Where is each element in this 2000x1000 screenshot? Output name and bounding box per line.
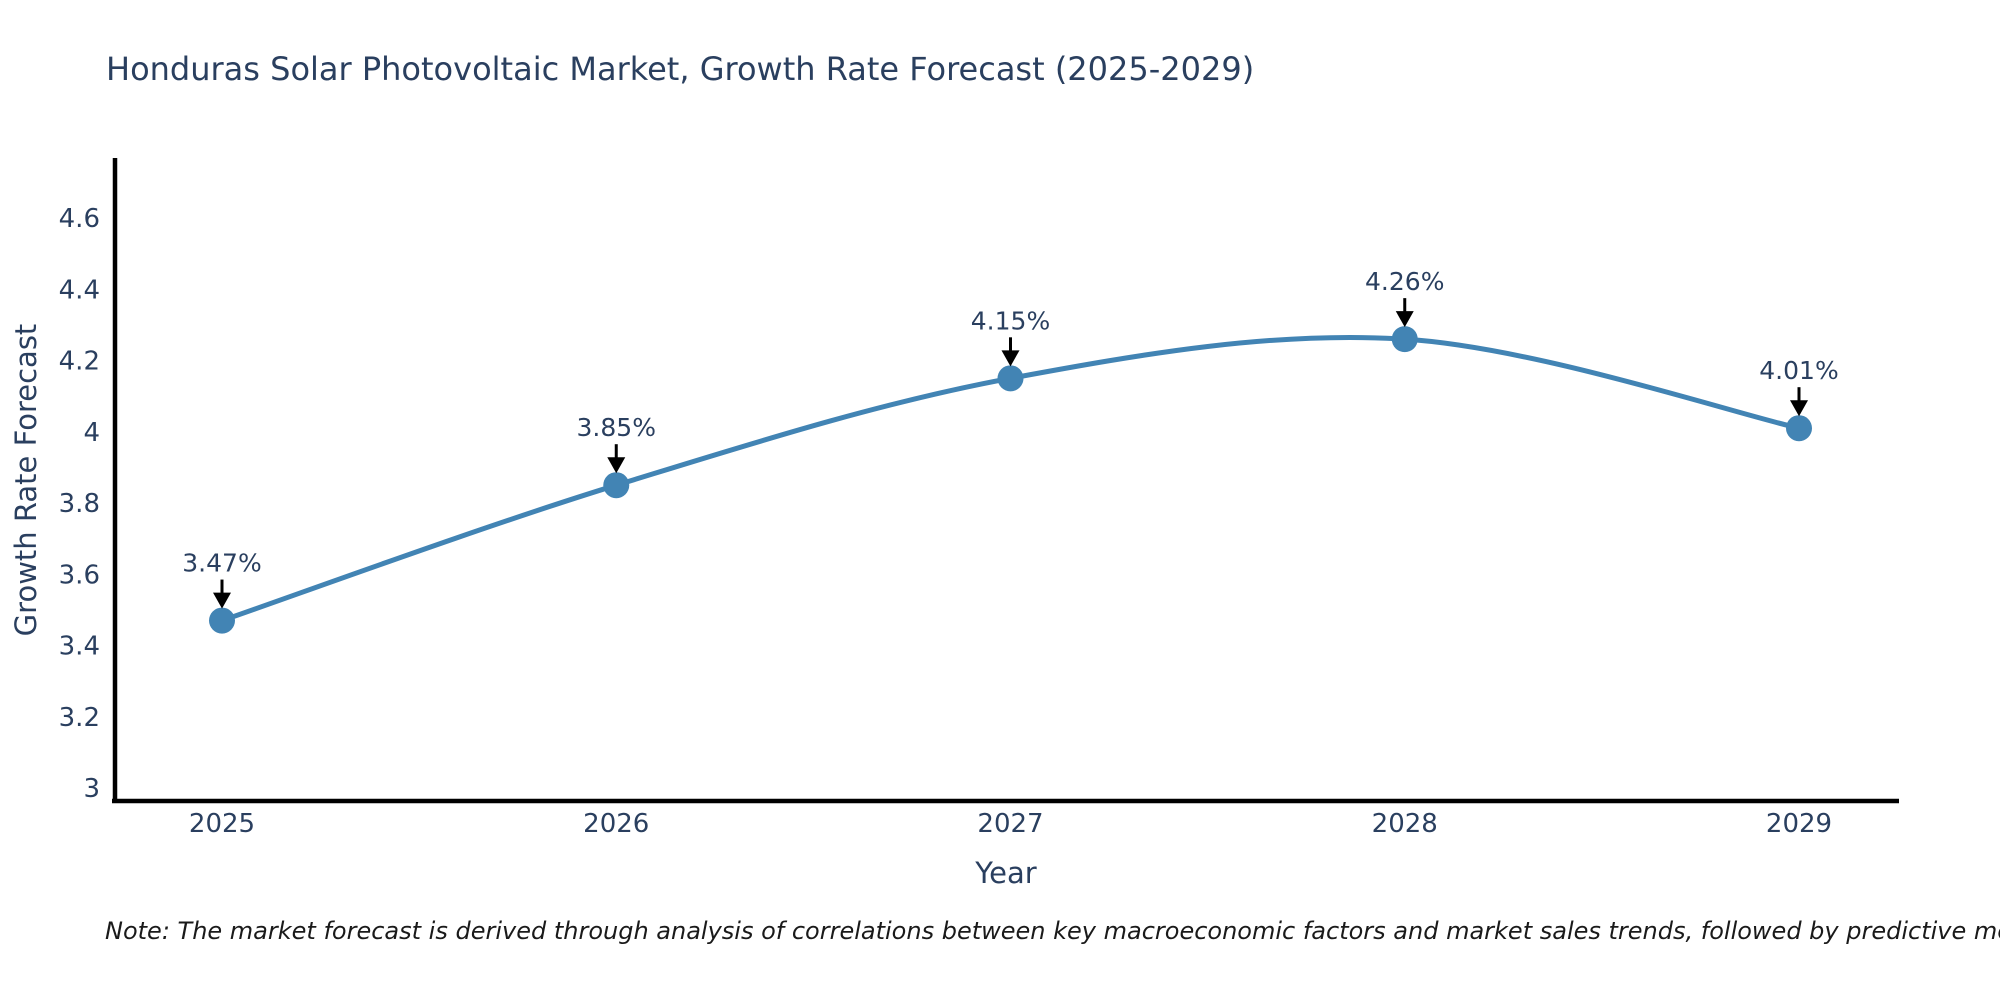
x-tick-label: 2028 <box>1372 809 1438 839</box>
x-tick-label: 2026 <box>583 809 649 839</box>
y-tick-label: 4 <box>83 418 100 448</box>
x-axis-title: Year <box>974 856 1036 890</box>
annotation-arrowhead-icon <box>1790 400 1808 417</box>
data-point-marker[interactable] <box>603 472 630 499</box>
y-tick-label: 4.6 <box>59 204 100 234</box>
y-tick-label: 3.8 <box>59 489 100 519</box>
annotation-arrowhead-icon <box>607 457 626 474</box>
data-point-marker[interactable] <box>1391 326 1418 353</box>
annotation-arrowhead-icon <box>213 592 231 609</box>
y-tick-label: 4.4 <box>59 275 100 305</box>
y-tick-label: 3.6 <box>59 560 100 590</box>
x-tick-label: 2029 <box>1766 809 1832 839</box>
footnote: Note: The market forecast is derived thr… <box>105 917 2000 945</box>
y-axis-title: Growth Rate Forecast <box>9 324 43 637</box>
chart-title: Honduras Solar Photovoltaic Market, Grow… <box>106 50 1255 88</box>
x-tick-label: 2025 <box>189 809 255 839</box>
data-point-marker[interactable] <box>209 607 235 634</box>
y-tick-label: 3 <box>83 774 100 804</box>
data-point-label: 3.47% <box>182 549 261 578</box>
data-point-label: 4.01% <box>1759 356 1838 385</box>
y-tick-label: 3.2 <box>59 703 100 733</box>
data-point-label: 4.26% <box>1365 267 1444 296</box>
data-point-label: 4.15% <box>971 306 1050 335</box>
data-point-marker[interactable] <box>997 365 1024 392</box>
y-tick-label: 4.2 <box>59 347 100 377</box>
x-tick-label: 2027 <box>977 809 1043 839</box>
annotation-arrowhead-icon <box>1001 350 1020 367</box>
data-point-marker[interactable] <box>1786 415 1812 442</box>
data-point-label: 3.85% <box>577 413 656 442</box>
annotation-arrowhead-icon <box>1395 311 1414 328</box>
y-tick-label: 3.4 <box>59 632 100 662</box>
